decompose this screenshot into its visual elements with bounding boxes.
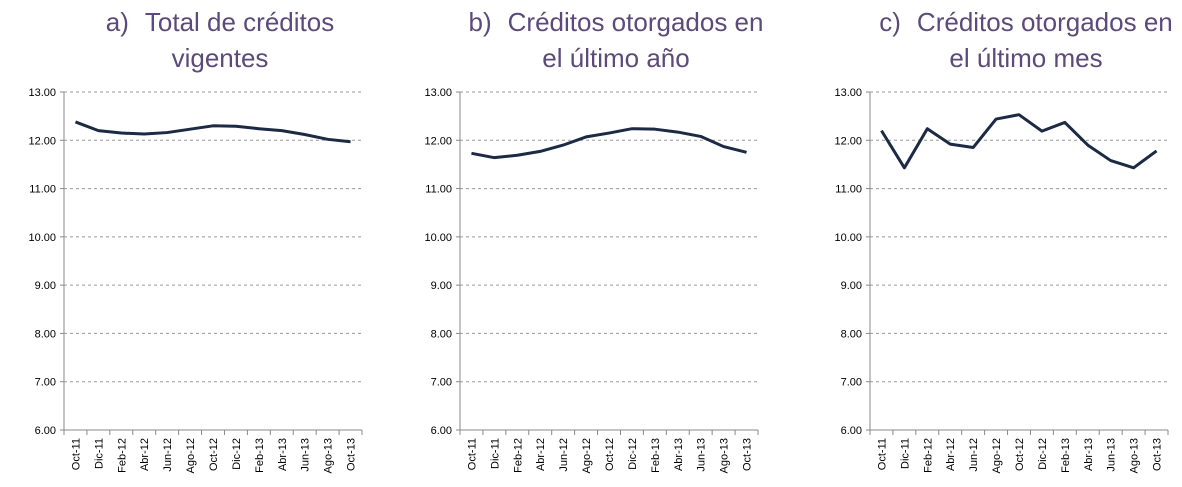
chart: 6.00 7.00 8.00 9.00 10.00 11.00 12.00 13.00 Oct-… xyxy=(424,87,759,473)
x-tick-label: Oct-12 xyxy=(208,438,220,471)
chart-panel: 6.00 7.00 8.00 9.00 10.00 11.00 12.00 13.00 Oct-… xyxy=(0,0,394,487)
x-tick-label: Jun-12 xyxy=(558,438,570,472)
y-tick-label: 9.00 xyxy=(431,280,452,292)
data-line xyxy=(471,127,747,160)
y-tick-label: 10.00 xyxy=(28,232,56,244)
x-tick-label: Abr-13 xyxy=(277,438,289,471)
y-tick-label: 7.00 xyxy=(431,377,452,389)
chart-title: b) Créditos otorgados en el último año xyxy=(466,4,766,76)
y-tick-label: 6.00 xyxy=(841,425,862,437)
x-tick-label: Feb-12 xyxy=(922,438,934,473)
panel-label: a) xyxy=(105,7,129,37)
y-tick-label: 13.00 xyxy=(28,87,56,99)
x-tick-label: Dic-12 xyxy=(1037,438,1049,470)
x-tick-label: Oct-12 xyxy=(1014,438,1026,471)
x-tick-label: Ago-12 xyxy=(581,438,593,473)
x-tick-label: Jun-12 xyxy=(162,438,174,472)
data-line xyxy=(74,120,351,144)
x-tick-label: Jun-13 xyxy=(1106,438,1118,472)
x-tick-label: Abr-12 xyxy=(945,438,957,471)
y-tick-label: 12.00 xyxy=(424,135,452,147)
y-tick-label: 6.00 xyxy=(431,425,452,437)
chart-panel: 6.00 7.00 8.00 9.00 10.00 11.00 12.00 13.00 Oct-… xyxy=(806,0,1182,487)
title-text: Total de créditos vigentes xyxy=(144,7,335,73)
x-tick-label: Abr-13 xyxy=(1083,438,1095,471)
x-tick-label: Ago-13 xyxy=(1129,438,1141,473)
chart: 6.00 7.00 8.00 9.00 10.00 11.00 12.00 13.00 Oct-… xyxy=(834,87,1169,473)
x-tick-label: Oct-13 xyxy=(742,438,754,471)
x-tick-label: Oct-13 xyxy=(1152,438,1164,471)
y-tick-label: 11.00 xyxy=(425,184,452,196)
panel-label: b) xyxy=(468,7,492,37)
y-tick-label: 8.00 xyxy=(431,328,452,340)
x-tick-label: Feb-13 xyxy=(650,438,662,473)
data-line xyxy=(880,113,1158,170)
x-tick-label: Dic-12 xyxy=(627,438,639,470)
y-tick-label: 9.00 xyxy=(35,280,56,292)
x-tick-label: Dic-11 xyxy=(93,438,105,469)
x-tick-label: Ago-13 xyxy=(719,438,731,473)
panel-label: c) xyxy=(879,7,901,37)
x-tick-label: Jun-13 xyxy=(696,438,708,472)
y-tick-label: 12.00 xyxy=(834,135,862,147)
x-tick-label: Oct-12 xyxy=(604,438,616,471)
x-tick-label: Oct-11 xyxy=(466,438,478,470)
y-tick-label: 7.00 xyxy=(841,377,862,389)
x-tick-label: Abr-13 xyxy=(673,438,685,471)
y-tick-label: 11.00 xyxy=(835,184,862,196)
chart-panel: 6.00 7.00 8.00 9.00 10.00 11.00 12.00 13.00 Oct-… xyxy=(396,0,790,487)
y-tick-label: 8.00 xyxy=(35,328,56,340)
y-tick-label: 12.00 xyxy=(28,135,56,147)
x-tick-label: Oct-11 xyxy=(876,438,888,470)
chart-title: c) Créditos otorgados en el último mes xyxy=(876,4,1176,76)
y-tick-label: 8.00 xyxy=(841,328,862,340)
x-tick-label: Feb-13 xyxy=(254,438,266,473)
x-tick-label: Dic-11 xyxy=(899,438,911,469)
chart-title: a) Total de créditos vigentes xyxy=(70,4,370,76)
x-tick-label: Feb-13 xyxy=(1060,438,1072,473)
y-tick-label: 6.00 xyxy=(35,425,56,437)
x-tick-label: Jun-13 xyxy=(300,438,312,472)
y-tick-label: 7.00 xyxy=(35,377,56,389)
y-tick-label: 11.00 xyxy=(29,184,56,196)
x-tick-label: Feb-12 xyxy=(116,438,128,473)
y-tick-label: 10.00 xyxy=(424,232,452,244)
x-tick-label: Abr-12 xyxy=(139,438,151,471)
title-text: Créditos otorgados en el último mes xyxy=(916,7,1173,73)
x-tick-label: Feb-12 xyxy=(512,438,524,473)
x-tick-label: Oct-13 xyxy=(346,438,358,471)
y-tick-label: 13.00 xyxy=(834,87,862,99)
x-tick-label: Dic-11 xyxy=(489,438,501,469)
y-tick-label: 13.00 xyxy=(424,87,452,99)
x-tick-label: Ago-12 xyxy=(991,438,1003,473)
x-tick-label: Dic-12 xyxy=(231,438,243,470)
chart: 6.00 7.00 8.00 9.00 10.00 11.00 12.00 13.00 Oct-… xyxy=(28,87,363,473)
x-tick-label: Ago-12 xyxy=(185,438,197,473)
x-tick-label: Jun-12 xyxy=(968,438,980,472)
y-tick-label: 10.00 xyxy=(834,232,862,244)
title-text: Créditos otorgados en el último año xyxy=(507,7,764,73)
x-tick-label: Ago-13 xyxy=(323,438,335,473)
y-tick-label: 9.00 xyxy=(841,280,862,292)
x-tick-label: Abr-12 xyxy=(535,438,547,471)
x-tick-label: Oct-11 xyxy=(70,438,82,470)
